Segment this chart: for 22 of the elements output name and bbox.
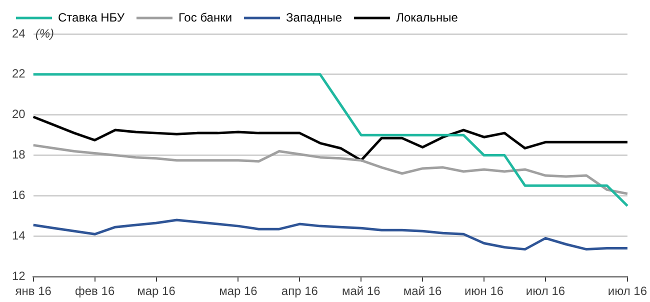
x-tick-label: июн 16	[464, 284, 504, 298]
legend-label: Ставка НБУ	[58, 10, 125, 24]
x-tick-label: янв 16	[15, 284, 52, 298]
x-tick-label: июл 16	[526, 284, 566, 298]
x-tick-label: мар 16	[219, 284, 258, 298]
legend-label: Западные	[286, 10, 342, 24]
y-axis-title: (%)	[35, 26, 54, 40]
y-tick-label: 20	[12, 107, 26, 122]
y-tick-label: 18	[12, 148, 26, 162]
legend-label: Локальные	[396, 10, 458, 24]
y-tick-label: 24	[12, 26, 26, 40]
x-tick-label: май 16	[342, 284, 381, 298]
x-tick-label: май 16	[403, 284, 442, 298]
y-tick-label: 16	[12, 188, 26, 202]
x-tick-label: мар 16	[137, 284, 176, 298]
x-tick-label: июл 16	[608, 284, 648, 298]
y-tick-label: 22	[12, 66, 26, 81]
x-tick-label: фев 16	[75, 284, 115, 298]
y-tick-label: 12	[12, 268, 26, 283]
legend-label: Гос банки	[178, 10, 232, 24]
x-tick-label: апр 16	[281, 284, 318, 298]
y-tick-label: 14	[12, 228, 26, 242]
